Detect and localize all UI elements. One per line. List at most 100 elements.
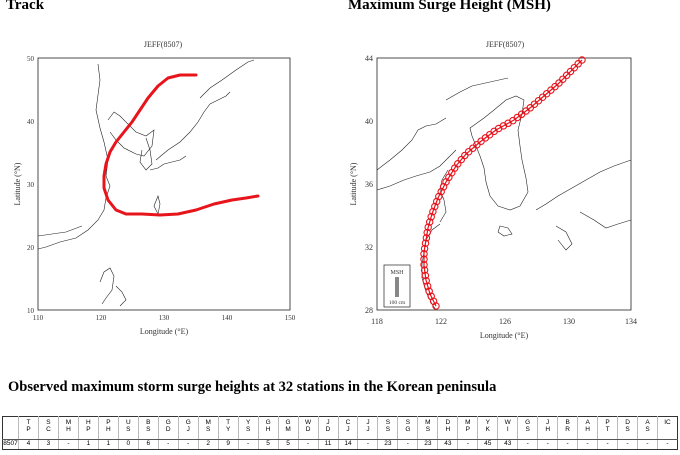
msh-marker [423,282,432,290]
station-code-top: D [445,419,451,426]
station-code-bottom: H [106,426,111,433]
station-code-top: J [326,419,330,426]
msh-map: JEFF(8507) MSH 100 cm 118 122 126 [349,40,637,340]
station-code-bottom: T [605,426,610,433]
msh-track-line [423,59,583,307]
msh-marker [425,218,434,226]
msh-marker [566,67,575,76]
surge-value-cell: 14 [338,439,359,450]
msh-legend-bar [395,277,399,297]
msh-marker [420,261,428,269]
station-code-bottom: S [206,426,211,433]
track-map-frame [37,57,291,311]
track-y-tick: 10 [27,307,35,315]
surge-value-cell: - [577,439,599,450]
surge-values-row: 8507 4 3-1 1 0 6- -2 9-5 5-11 14-23-23 43-45 43- - - -… [2,439,678,450]
station-code-bottom: P [26,426,31,433]
msh-section-title: Maximum Surge Height (MSH) [348,0,551,13]
msh-x-tick: 126 [499,317,511,326]
surge-value-cell: - [537,439,559,450]
station-code-cell: IC [657,416,678,440]
station-code-bottom: D [325,426,331,433]
station-code-bottom: D [165,426,171,433]
surge-value-cell: 6 [138,439,159,450]
msh-marker [432,197,441,206]
station-code-top: C [345,419,351,426]
track-x-tick: 110 [33,314,44,322]
track-x-tick: 120 [96,314,107,322]
msh-marker [420,266,429,274]
station-code-top: G [285,419,291,426]
station-code-top: IC [664,419,671,426]
msh-x-ticks: 118 122 126 130 134 [371,317,637,326]
station-code-top: T [226,419,231,426]
typhoon-track-line [102,73,260,217]
station-code-top: W [304,419,312,426]
msh-marker [429,207,437,216]
surge-value-cell: - [158,439,179,450]
msh-marker [570,63,579,72]
station-code-top: G [165,419,171,426]
station-code-top: Y [245,419,251,426]
track-y-tick: 50 [27,55,35,63]
station-code-bottom: H [265,426,271,433]
track-x-tick: 140 [222,314,233,322]
station-code-bottom: H [445,426,451,433]
typhoon-id-cell: 8507 [2,439,19,450]
station-code-bottom: S [525,426,530,433]
msh-marker [432,302,440,310]
station-code-bottom: K [485,426,490,433]
msh-marker [559,75,567,83]
station-code-top: G [525,419,531,426]
msh-y-axis-label: Latitude (°N) [349,162,358,205]
msh-marker [464,147,473,156]
station-code-bottom: S [625,426,630,433]
station-code-top: G [185,419,191,426]
track-x-tick: 150 [285,314,296,322]
msh-x-tick: 118 [371,317,383,326]
station-code-top: J [366,419,370,426]
station-code-bottom: C [46,426,51,433]
track-map-title: JEFF(8507) [144,40,183,49]
station-code-bottom: S [425,426,431,433]
station-code-top: M [65,419,72,426]
station-code-top: P [106,419,111,426]
station-code-bottom: G [405,426,411,433]
surge-value-cell: - [178,439,199,450]
station-code-bottom: S [385,426,391,433]
observed-section-title: Observed maximum storm surge heights at … [8,379,497,395]
surge-value-cell: 3 [38,439,59,450]
surge-value-cell: - [357,439,379,450]
surge-value-cell: 43 [437,439,459,450]
surge-value-cell: 2 [198,439,219,450]
msh-marker [420,255,428,264]
station-code-bottom: M [285,426,291,433]
msh-legend: MSH 100 cm [383,264,411,308]
surge-value-cell: 45 [477,439,499,450]
track-y-tick: 40 [27,118,35,126]
track-y-tick: 30 [27,181,35,189]
msh-marker [423,228,431,237]
station-code-top: A [585,419,590,426]
surge-value-cell: 1 [98,439,119,450]
surge-value-cell: 4 [18,439,39,450]
surge-value-cell: 5 [258,439,279,450]
station-code-top: Y [485,419,490,426]
surge-value-cell: - [557,439,579,450]
